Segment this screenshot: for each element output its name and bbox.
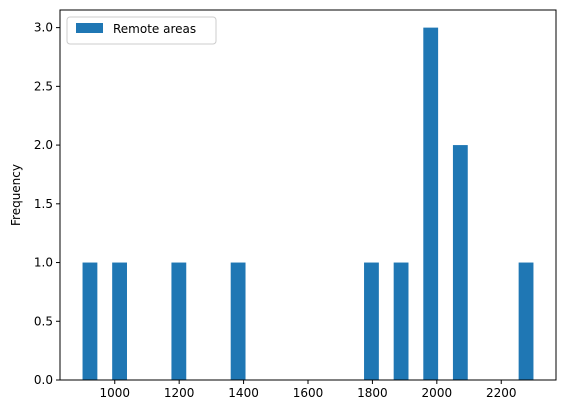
x-tick-label: 2000 — [422, 386, 453, 400]
histogram-bar — [171, 262, 187, 380]
x-tick-label: 1200 — [164, 386, 195, 400]
histogram-bar — [230, 262, 246, 380]
y-tick-label: 0.5 — [34, 314, 53, 328]
y-axis: 0.0 0.5 1.0 1.5 2.0 2.5 3.0 — [34, 21, 60, 387]
x-tick-label: 1800 — [357, 386, 388, 400]
legend: Remote areas — [66, 16, 217, 45]
x-tick-label: 1000 — [99, 386, 130, 400]
y-axis-label: Frequency — [9, 164, 23, 226]
x-axis: 1000 1200 1400 1600 1800 2000 2200 — [99, 380, 517, 400]
y-tick-label: 1.0 — [34, 256, 53, 270]
legend-label: Remote areas — [113, 22, 196, 36]
legend-box — [66, 16, 217, 45]
bars-layer — [82, 27, 534, 380]
histogram-bar — [452, 145, 468, 380]
histogram-bar — [364, 262, 379, 380]
y-tick-label: 0.0 — [34, 373, 53, 387]
x-tick-label: 1400 — [228, 386, 259, 400]
x-tick-label: 2200 — [486, 386, 517, 400]
y-tick-label: 2.5 — [34, 79, 53, 93]
histogram-bar — [518, 262, 534, 380]
histogram-bar — [423, 27, 439, 380]
histogram-bar — [112, 262, 127, 380]
histogram-bar — [393, 262, 409, 380]
legend-swatch — [76, 23, 103, 33]
y-tick-label: 1.5 — [34, 197, 53, 211]
histogram-bar — [82, 262, 98, 380]
y-tick-label: 2.0 — [34, 138, 53, 152]
y-tick-label: 3.0 — [34, 21, 53, 35]
x-tick-label: 1600 — [293, 386, 324, 400]
plot-frame — [59, 9, 557, 381]
